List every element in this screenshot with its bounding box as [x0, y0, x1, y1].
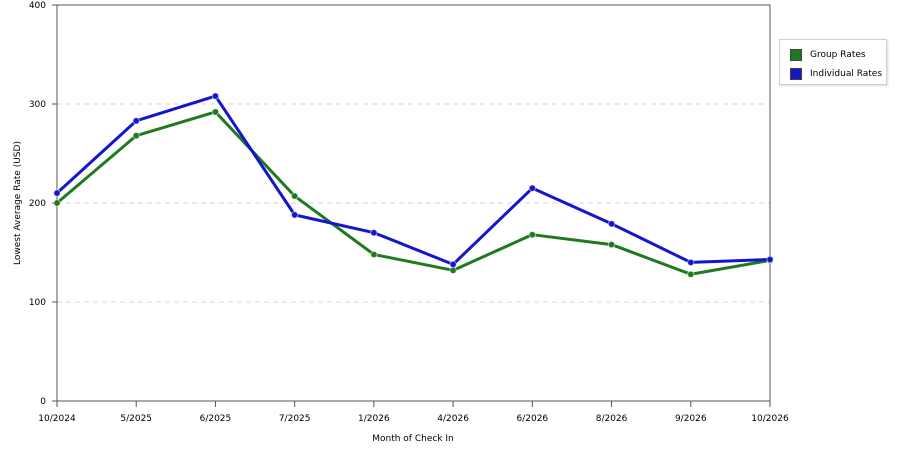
- legend-swatch-individual-rates: [790, 68, 802, 80]
- data-point-individual-rates: [766, 255, 774, 264]
- series-line-individual-rates: [55, 94, 771, 266]
- data-point-group-rates: [607, 240, 616, 249]
- legend-item-group-rates: Group Rates: [790, 48, 866, 62]
- y-tick-label: 100: [29, 298, 46, 308]
- data-point-group-rates: [290, 192, 299, 200]
- data-point-individual-rates: [132, 117, 140, 125]
- data-point-individual-rates: [607, 220, 616, 228]
- series-group-rates: [53, 108, 774, 278]
- legend: Group Rates Individual Rates: [779, 39, 887, 85]
- x-tick-label: 9/2026: [675, 414, 707, 424]
- y-tick-label: 400: [29, 1, 46, 11]
- x-tick-label: 8/2026: [596, 414, 628, 424]
- series-line-group-rates: [56, 110, 771, 276]
- legend-swatch-group-rates: [790, 49, 802, 61]
- data-point-group-rates: [211, 108, 220, 116]
- data-point-individual-rates: [53, 189, 61, 197]
- legend-label-individual-rates: Individual Rates: [810, 69, 883, 79]
- x-axis: 10/2024 5/2025 6/2025 7/2025 1/2026 4/2026 6/2…: [38, 401, 789, 424]
- series-group: [53, 92, 774, 278]
- data-point-group-rates: [53, 199, 61, 207]
- data-point-individual-rates: [687, 258, 695, 267]
- data-point-group-rates: [370, 250, 378, 259]
- y-tick-label: 300: [29, 100, 46, 110]
- data-point-group-rates: [528, 230, 537, 239]
- x-tick-label: 4/2026: [437, 414, 469, 424]
- x-tick-label: 10/2026: [751, 414, 789, 424]
- data-point-group-rates: [132, 131, 140, 140]
- x-tick-label: 5/2025: [120, 414, 152, 424]
- y-axis-title: Lowest Average Rate (USD): [13, 141, 23, 265]
- x-tick-label: 1/2026: [358, 414, 390, 424]
- legend-label-group-rates: Group Rates: [810, 50, 866, 60]
- data-point-individual-rates: [528, 184, 537, 192]
- data-point-individual-rates: [290, 211, 299, 219]
- y-tick-label: 0: [40, 397, 46, 407]
- x-tick-label: 6/2026: [516, 414, 548, 424]
- x-tick-label: 10/2024: [38, 414, 76, 424]
- legend-item-individual-rates: Individual Rates: [790, 67, 882, 81]
- data-point-group-rates: [687, 270, 695, 278]
- series-individual-rates: [53, 92, 774, 269]
- gridlines: [57, 103, 770, 303]
- data-point-individual-rates: [211, 92, 220, 100]
- x-axis-title: Month of Check In: [372, 434, 454, 444]
- y-tick-label: 200: [29, 199, 46, 209]
- y-axis: 0 100 200 300 400: [29, 1, 57, 407]
- data-point-individual-rates: [449, 260, 457, 269]
- data-point-individual-rates: [370, 229, 378, 237]
- x-tick-label: 7/2025: [279, 414, 311, 424]
- x-tick-label: 6/2025: [200, 414, 232, 424]
